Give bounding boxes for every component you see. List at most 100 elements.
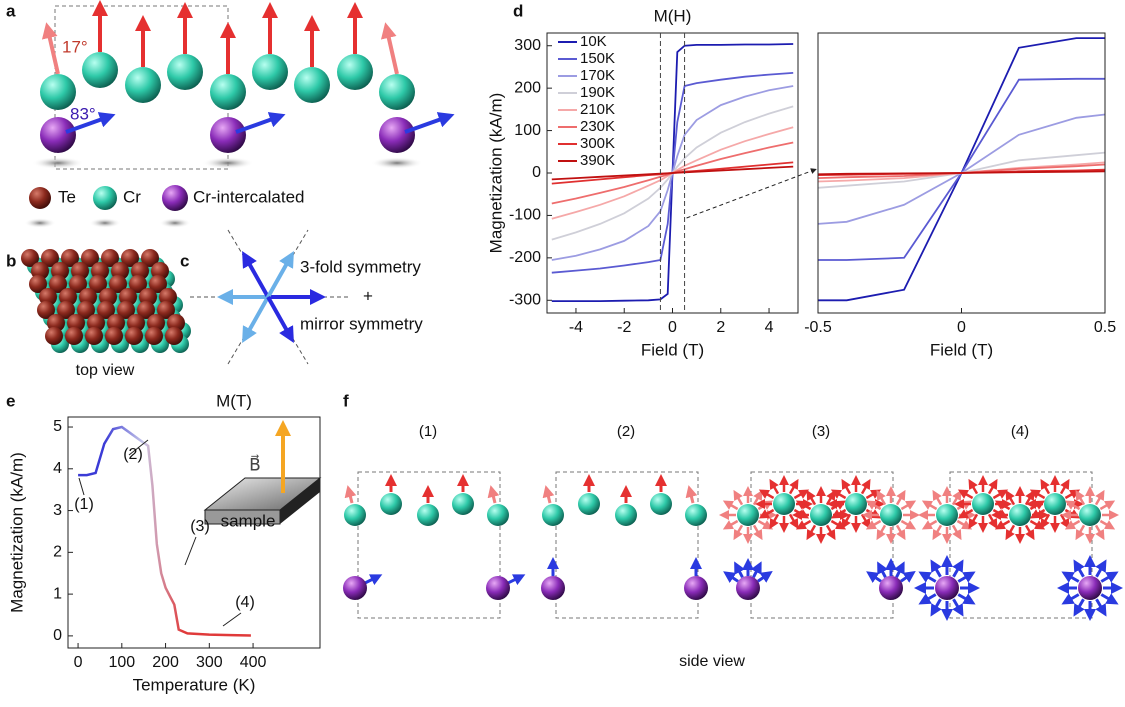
spin-arrow <box>1097 565 1104 577</box>
spin-arrow <box>1100 503 1110 509</box>
atom <box>343 576 367 600</box>
spin-arrow <box>753 567 758 578</box>
spin-arrow <box>790 483 796 493</box>
spin-arrow <box>962 492 972 498</box>
spin-arrow <box>870 521 880 527</box>
shadow <box>159 218 191 228</box>
spin-arrow <box>763 492 773 498</box>
spin-arrow <box>831 521 841 527</box>
annotation: (4) <box>235 594 255 611</box>
atom <box>452 493 474 515</box>
atom <box>650 493 672 515</box>
atom <box>1078 576 1102 600</box>
inset <box>205 428 320 524</box>
atom <box>105 327 123 345</box>
legend-label: 10K <box>580 33 607 50</box>
spin-arrow <box>999 521 1009 527</box>
atom <box>252 54 288 90</box>
atom <box>162 185 188 211</box>
spin-arrow <box>957 521 967 527</box>
spin-arrow <box>387 30 397 74</box>
spin-arrow <box>800 521 810 527</box>
caption: side view <box>679 653 745 670</box>
spin-arrow <box>1078 525 1084 535</box>
y-tick-label: 5 <box>53 418 62 435</box>
annotation: (2) <box>123 446 143 463</box>
y-tick-label: -300 <box>509 291 541 308</box>
spin-arrow <box>1096 494 1102 504</box>
spin-arrow <box>926 503 936 509</box>
spin-arrow <box>547 491 550 503</box>
x-tick-label: -0.5 <box>804 319 832 336</box>
y-tick-label: 0 <box>532 164 541 181</box>
spin-arrow <box>772 514 778 524</box>
shadow <box>32 157 84 169</box>
panel-label: e <box>6 391 15 410</box>
atom <box>541 576 565 600</box>
atom <box>935 576 959 600</box>
y-axis-label: Magnetization (kA/m) <box>486 93 505 254</box>
y-tick-label: 3 <box>53 502 62 519</box>
atom <box>210 74 246 110</box>
y-tick-label: 2 <box>53 544 62 561</box>
data-line <box>78 427 251 636</box>
x-axis-label: Field (T) <box>930 340 993 359</box>
spin-arrow <box>971 483 977 493</box>
spin-arrow <box>48 30 58 74</box>
spin-arrow <box>1067 575 1079 582</box>
spin-arrow <box>958 575 970 582</box>
spin-arrow <box>958 595 970 602</box>
spin-arrow <box>896 567 901 578</box>
x-tick-label: 0 <box>668 319 677 336</box>
atom <box>972 493 994 515</box>
spin-arrow <box>934 565 941 577</box>
panel-label: a <box>6 1 16 20</box>
spin-arrow <box>901 574 911 581</box>
atom <box>1009 504 1031 526</box>
x-tick-label: -4 <box>569 319 583 336</box>
spin-arrow <box>989 514 995 524</box>
spin-arrow <box>880 567 886 578</box>
atom <box>210 117 246 153</box>
legend-label: Te <box>58 187 76 206</box>
atom <box>880 504 902 526</box>
x-tick-label: 0.5 <box>1094 319 1116 336</box>
caption: top view <box>76 362 135 379</box>
atom <box>845 493 867 515</box>
atom <box>936 504 958 526</box>
spin-arrow <box>1100 521 1110 527</box>
state-label: (1) <box>419 423 437 440</box>
spin-arrow <box>492 491 495 503</box>
y-tick-label: 4 <box>53 460 62 477</box>
chart-title: M(T) <box>216 391 252 410</box>
spin-arrow <box>1061 483 1067 493</box>
spin-arrow <box>935 525 941 535</box>
spin-arrow <box>989 483 995 493</box>
x-tick-label: 2 <box>716 319 725 336</box>
atom <box>684 576 708 600</box>
shadow <box>202 157 254 169</box>
spin-arrow <box>758 574 768 581</box>
state-label: (2) <box>617 423 635 440</box>
y-tick-label: 1 <box>53 585 62 602</box>
symmetry-text: + <box>363 286 373 305</box>
atom <box>165 327 183 345</box>
x-tick-label: 400 <box>240 654 267 671</box>
spin-arrow <box>971 514 977 524</box>
spin-arrow <box>1101 595 1113 602</box>
y-tick-label: -100 <box>509 207 541 224</box>
spin-arrow <box>809 525 815 535</box>
x-tick-label: 4 <box>765 319 774 336</box>
data-line <box>818 115 1105 224</box>
x-axis-label: Field (T) <box>641 340 704 359</box>
angle-label: 17° <box>62 37 88 56</box>
atom <box>379 117 415 153</box>
atom <box>685 504 707 526</box>
spin-arrow <box>862 483 868 493</box>
atom <box>167 54 203 90</box>
spin-arrow <box>901 503 911 509</box>
spin-arrow <box>871 575 881 582</box>
atom <box>736 576 760 600</box>
spin-arrow <box>954 565 961 577</box>
